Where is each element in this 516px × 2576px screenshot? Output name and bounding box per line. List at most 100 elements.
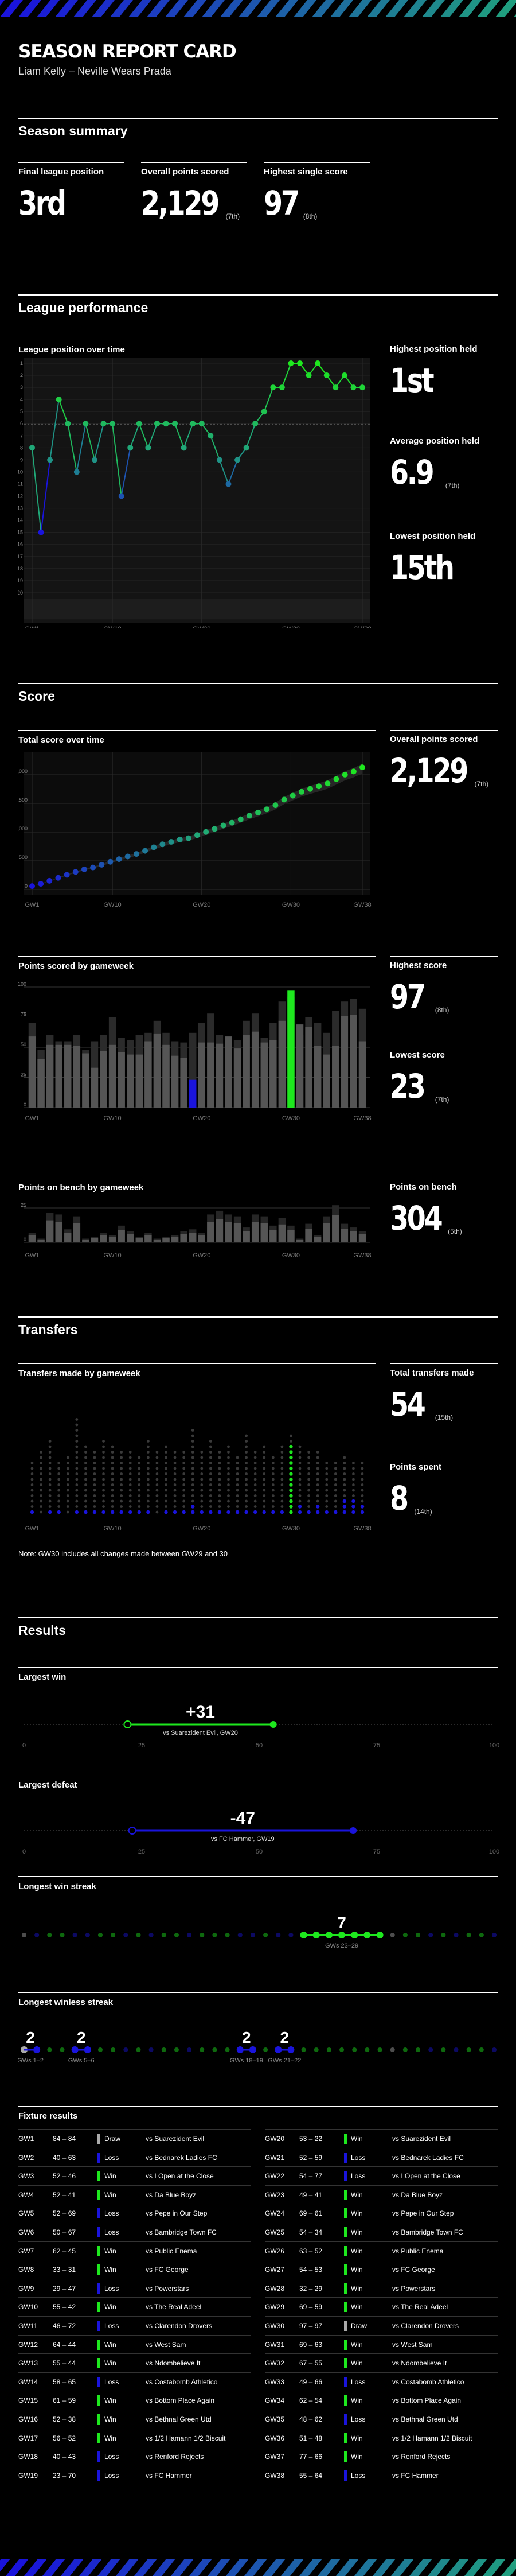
- result-indicator: [97, 2264, 100, 2275]
- fixture-gw: GW15: [18, 2396, 38, 2405]
- league-dot: [325, 1462, 329, 1464]
- fixture-result: Win: [351, 2266, 363, 2274]
- league-dot: [165, 1505, 167, 1508]
- decor-stripe: [244, 2559, 267, 2576]
- streak-dot: [250, 1933, 255, 1937]
- league-dot: [93, 1451, 96, 1454]
- stat-points-scored: Overall points scored 2,129 (7th): [141, 162, 240, 220]
- decor-stripe: [189, 2559, 212, 2576]
- fixture-opponent: vs I Open at the Close: [392, 2172, 460, 2181]
- streak-label: GWs 1–2: [18, 2057, 44, 2064]
- section-heading-score: Score: [18, 689, 55, 704]
- data-point: [220, 822, 226, 829]
- streak-dot: [97, 1933, 103, 1937]
- chart-title-total-score: Total score over time: [18, 735, 104, 745]
- streak-dot: [84, 2046, 91, 2053]
- result-indicator: [97, 2227, 100, 2237]
- fixture-result: Win: [351, 2209, 363, 2218]
- fixture-opponent: vs Renford Rejects: [392, 2453, 451, 2461]
- league-dot: [218, 1505, 221, 1508]
- divider: [390, 1363, 498, 1364]
- table-row: GW19 23 – 70 Loss vs FC Hammer: [18, 2465, 251, 2484]
- league-dot: [227, 1451, 230, 1454]
- league-dot: [30, 1467, 34, 1470]
- result-indicator: [344, 2283, 347, 2294]
- bar: [305, 1229, 312, 1242]
- decor-stripe: [367, 0, 390, 17]
- table-row: GW36 51 – 48 Win vs 1/2 Hamann 1/2 Biscuit: [265, 2428, 498, 2447]
- league-dot: [75, 1499, 79, 1503]
- transfer-dot: [101, 1510, 105, 1514]
- bar: [153, 1240, 161, 1242]
- fixture-result: Win: [104, 2396, 116, 2405]
- table-row: GW7 62 – 45 Win vs Public Enema: [18, 2241, 251, 2260]
- league-dot: [316, 1478, 319, 1481]
- league-dot: [48, 1489, 52, 1492]
- league-dot: [48, 1494, 52, 1497]
- league-dot: [155, 1467, 159, 1470]
- league-dot: [307, 1489, 310, 1492]
- league-dot: [48, 1456, 52, 1459]
- streak-dot: [200, 2047, 205, 2052]
- data-point: [38, 529, 44, 535]
- divider: [18, 1876, 498, 1877]
- divider: [18, 1316, 498, 1318]
- fixture-score: 33 – 31: [53, 2266, 76, 2274]
- fixture-score: 97 – 97: [299, 2322, 323, 2330]
- league-dot: [191, 1499, 194, 1503]
- league-dot: [245, 1472, 248, 1475]
- fixture-opponent: vs Pepe in Our Step: [146, 2209, 208, 2218]
- page-title: SEASON REPORT CARD: [18, 41, 237, 62]
- league-dot: [84, 1445, 87, 1448]
- divider: [18, 2106, 498, 2107]
- fixture-score: 23 – 70: [53, 2471, 76, 2480]
- data-point: [342, 771, 348, 778]
- data-point: [246, 813, 252, 819]
- league-dot: [120, 1494, 123, 1497]
- league-dot: [93, 1467, 96, 1470]
- y-tick-label: 7: [20, 433, 23, 438]
- league-dot: [253, 1451, 257, 1454]
- y-tick-label: 50: [21, 1042, 26, 1047]
- bar: [180, 1058, 187, 1108]
- league-dot: [307, 1467, 310, 1470]
- data-point: [229, 819, 235, 826]
- bar: [100, 1235, 107, 1242]
- league-dot: [182, 1499, 186, 1503]
- league-dot: [102, 1505, 105, 1508]
- league-dot: [40, 1483, 42, 1486]
- fixture-result: Loss: [351, 2377, 366, 2386]
- league-dot: [209, 1499, 212, 1503]
- result-indicator: [344, 2171, 347, 2182]
- x-tick-label: 25: [138, 1742, 145, 1749]
- league-dot: [316, 1483, 319, 1486]
- fixture-gw: GW2: [18, 2153, 34, 2162]
- fixture-opponent: vs FC George: [146, 2266, 189, 2274]
- league-dot: [209, 1472, 212, 1475]
- fixture-opponent: vs I Open at the Close: [146, 2172, 214, 2181]
- league-dot: [361, 1478, 364, 1481]
- bench-points-chart: 0 25 GW1 GW10 GW20 GW30 GW38: [21, 1202, 372, 1259]
- y-tick-label: 17: [18, 554, 23, 560]
- x-tick-label: GW10: [104, 1525, 122, 1532]
- league-dot: [138, 1499, 141, 1503]
- decor-stripe: [202, 0, 225, 17]
- league-dot: [40, 1510, 42, 1514]
- league-dot: [307, 1472, 310, 1475]
- streak-label: GWs 21–22: [268, 2057, 301, 2064]
- league-dot: [146, 1472, 150, 1475]
- league-dot: [298, 1445, 302, 1448]
- league-dot: [128, 1483, 132, 1486]
- table-row: GW22 54 – 77 Loss vs I Open at the Close: [265, 2166, 498, 2185]
- bar: [46, 1044, 54, 1108]
- league-dot: [66, 1494, 69, 1497]
- league-dot: [218, 1456, 221, 1459]
- stat-rank: (8th): [435, 1006, 449, 1014]
- transfer-dot: [84, 1510, 88, 1514]
- table-row: GW38 55 – 64 Loss vs FC Hammer: [265, 2465, 498, 2484]
- result-indicator: [97, 2283, 100, 2294]
- stat-label: Lowest score: [390, 1050, 445, 1060]
- fixture-score: 52 – 41: [53, 2190, 76, 2199]
- decor-stripe: [391, 2559, 414, 2576]
- stat-label: Points on bench: [390, 1182, 457, 1192]
